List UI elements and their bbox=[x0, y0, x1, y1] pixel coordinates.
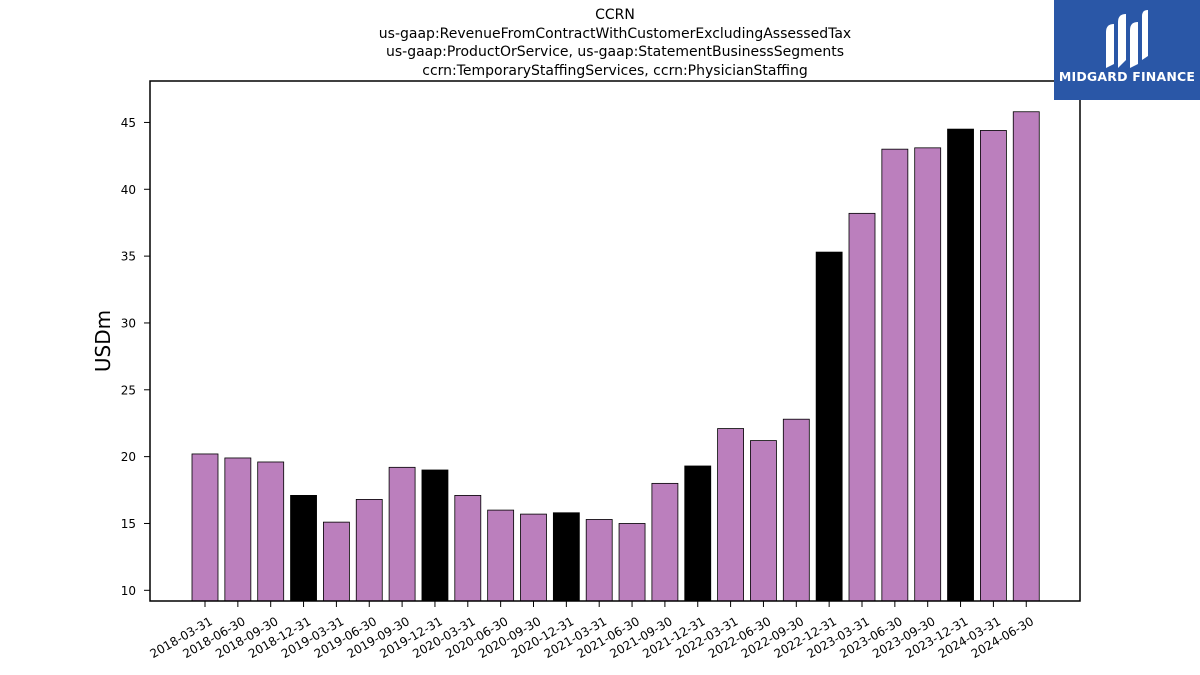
logo-text: MIDGARD FINANCE bbox=[1058, 69, 1196, 84]
midgard-logo-icon bbox=[1106, 10, 1148, 68]
chart-title-line-3: us-gaap:ProductOrService, us-gaap:Statem… bbox=[385, 44, 844, 60]
chart-title: CCRN us-gaap:RevenueFromContractWithCust… bbox=[150, 6, 1080, 80]
bar-2021-09-30 bbox=[651, 482, 679, 602]
chart-title-line-1: CCRN bbox=[595, 7, 635, 23]
y-tick-label: 20 bbox=[121, 450, 136, 464]
bar-2018-03-31 bbox=[191, 453, 219, 602]
bar-2023-12-31 bbox=[947, 128, 974, 602]
bar-2019-09-30 bbox=[388, 466, 416, 602]
bar-2023-06-30 bbox=[881, 148, 909, 602]
bar-2022-12-31 bbox=[815, 251, 843, 602]
bar-2018-09-30 bbox=[257, 461, 285, 602]
y-axis: 10 15 20 25 30 35 40 45 bbox=[121, 116, 150, 598]
bar-2019-06-30 bbox=[355, 499, 383, 602]
bar-2020-03-31 bbox=[454, 494, 482, 602]
y-tick-label: 35 bbox=[121, 250, 136, 264]
y-tick-label: 40 bbox=[121, 183, 136, 197]
bar-2024-03-31 bbox=[980, 130, 1007, 602]
x-axis: 2018-03-312018-06-302018-09-302018-12-31… bbox=[147, 601, 1036, 661]
y-tick-label: 15 bbox=[121, 517, 136, 531]
bar-2018-06-30 bbox=[224, 457, 252, 602]
bar-2022-09-30 bbox=[782, 418, 810, 602]
y-tick-label: 10 bbox=[121, 584, 136, 598]
chart-title-line-4: ccrn:TemporaryStaffingServices, ccrn:Phy… bbox=[422, 62, 808, 79]
y-axis-label: USDm bbox=[91, 310, 115, 372]
bar-2019-12-31 bbox=[421, 469, 449, 602]
bar-2018-12-31 bbox=[290, 494, 317, 602]
chart-title-line-2: us-gaap:RevenueFromContractWithCustomerE… bbox=[378, 25, 852, 42]
bar-2022-03-31 bbox=[717, 428, 744, 602]
y-tick-label: 25 bbox=[121, 383, 136, 397]
bar-2021-03-31 bbox=[585, 519, 613, 602]
bar-2023-09-30 bbox=[914, 147, 942, 602]
bars-group bbox=[191, 111, 1040, 602]
y-tick-label: 30 bbox=[121, 316, 136, 330]
bar-2024-06-30 bbox=[1012, 111, 1040, 602]
plot-frame bbox=[149, 80, 1081, 602]
bar-2023-03-31 bbox=[848, 212, 876, 602]
bar-2021-12-31 bbox=[684, 465, 712, 602]
y-tick-label: 45 bbox=[121, 116, 136, 130]
midgard-finance-logo: MIDGARD FINANCE bbox=[1054, 0, 1200, 100]
bar-2020-09-30 bbox=[520, 513, 547, 602]
bar-2022-06-30 bbox=[750, 440, 777, 602]
bar-2020-06-30 bbox=[487, 509, 515, 602]
bar-2021-06-30 bbox=[618, 523, 646, 602]
bar-2019-03-31 bbox=[322, 521, 350, 602]
bar-2020-12-31 bbox=[552, 512, 580, 602]
